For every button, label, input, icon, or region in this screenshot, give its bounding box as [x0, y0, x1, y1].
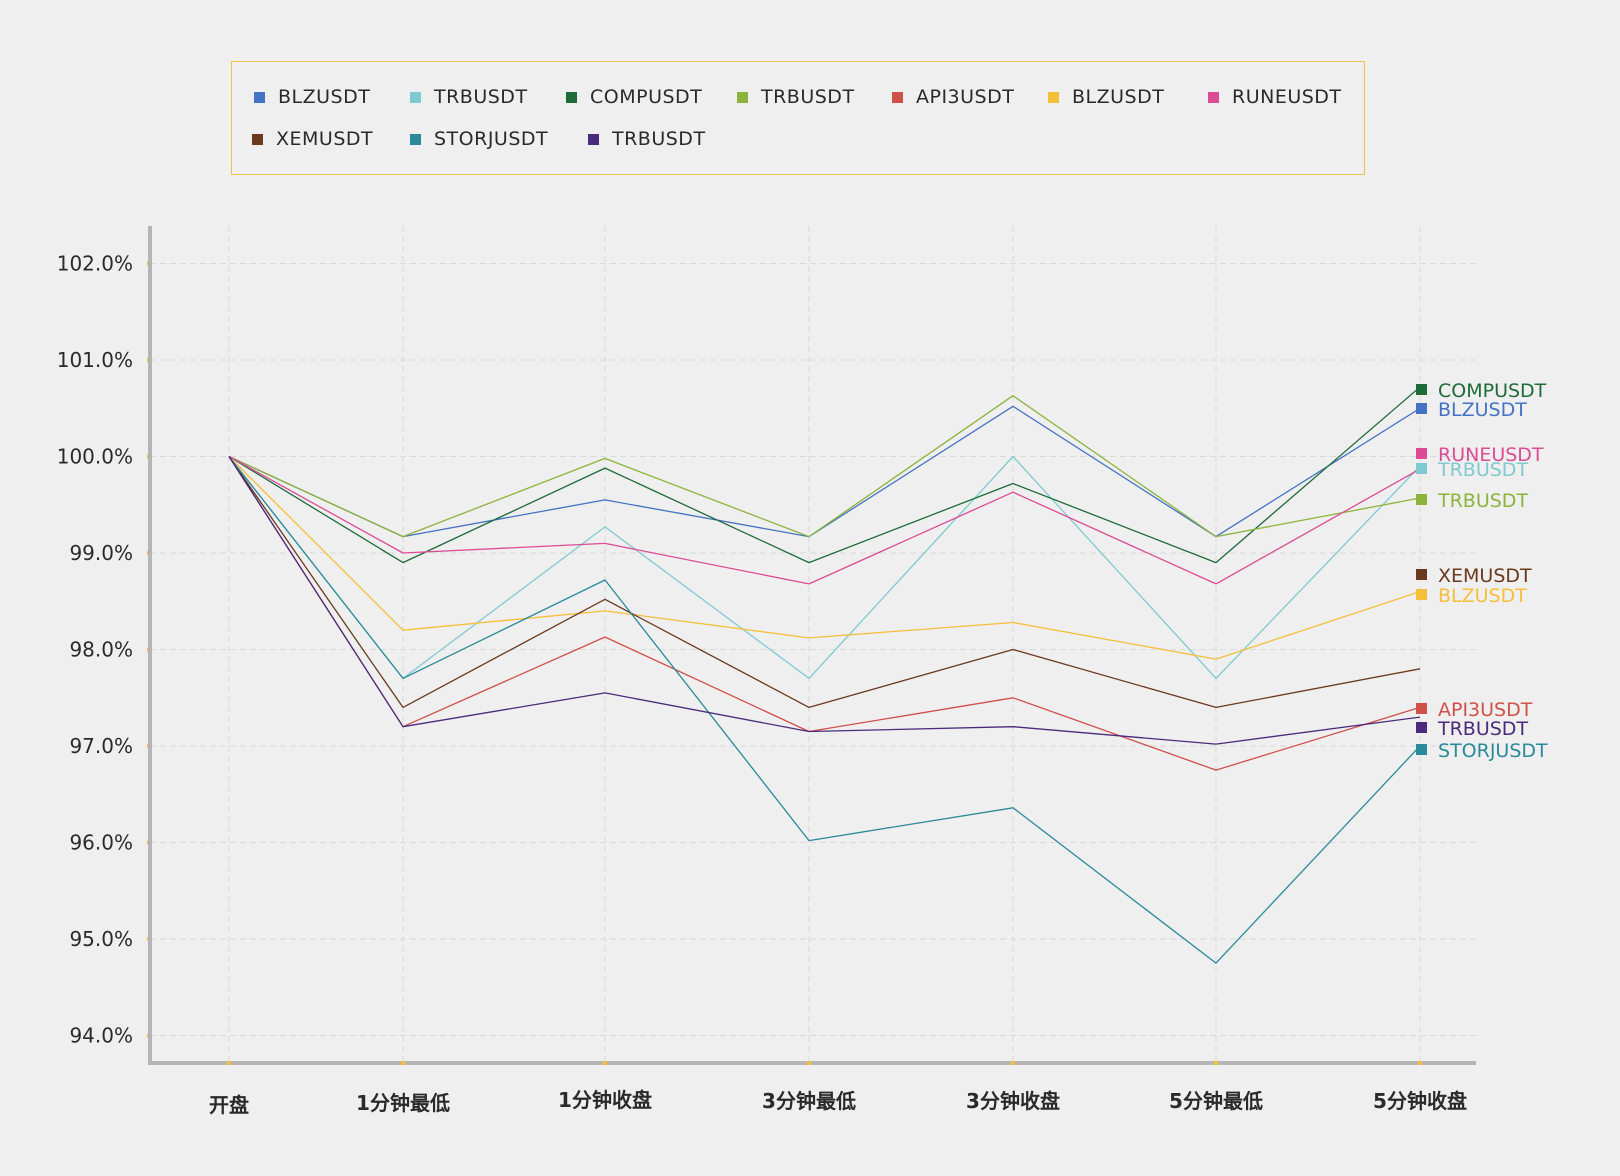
end-label: STORJUSDT [1438, 740, 1548, 762]
x-tick-label: 1分钟最低 [356, 1091, 450, 1115]
y-tick-label: 95.0% [69, 927, 133, 951]
legend-item: TRBUSDT [410, 86, 528, 108]
end-label-marker [1416, 744, 1427, 755]
x-tick-mark [1418, 1061, 1422, 1065]
x-tick-label: 5分钟收盘 [1373, 1089, 1467, 1113]
x-tick-label: 3分钟最低 [762, 1089, 856, 1113]
y-tick-label: 100.0% [57, 445, 133, 469]
legend-label: TRBUSDT [434, 86, 528, 108]
legend-label: BLZUSDT [278, 86, 371, 108]
end-label: API3USDT [1438, 699, 1533, 721]
x-tick-mark [1214, 1061, 1218, 1065]
y-tick-label: 96.0% [69, 831, 133, 855]
legend-label: TRBUSDT [761, 86, 855, 108]
end-label: RUNEUSDT [1438, 444, 1544, 466]
end-label: TRBUSDT [1437, 490, 1528, 512]
end-label: XEMUSDT [1438, 565, 1532, 587]
legend-item: RUNEUSDT [1208, 86, 1342, 108]
x-tick-label: 5分钟最低 [1169, 1089, 1263, 1113]
legend-label: RUNEUSDT [1232, 86, 1342, 108]
series-line [228, 455, 1421, 585]
legend-swatch [892, 91, 903, 103]
end-label-marker [1416, 384, 1427, 395]
series-line [228, 456, 1421, 745]
legend-swatch [566, 91, 577, 103]
x-tick-mark [807, 1061, 811, 1065]
end-label: BLZUSDT [1438, 399, 1527, 421]
legend-swatch [1048, 91, 1059, 103]
legend-label: API3USDT [916, 86, 1015, 108]
legend-item: STORJUSDT [410, 128, 548, 150]
x-tick-mark [401, 1061, 405, 1065]
legend-label: TRBUSDT [612, 128, 706, 150]
x-tick-mark [227, 1061, 231, 1065]
x-tick-label: 开盘 [209, 1093, 249, 1117]
y-tick-label: 99.0% [69, 541, 133, 565]
legend-label: XEMUSDT [276, 128, 374, 150]
series-line [228, 395, 1421, 538]
end-label: COMPUSDT [1438, 380, 1547, 402]
end-label-marker [1416, 569, 1427, 580]
legend-label: STORJUSDT [434, 128, 549, 150]
x-tick-label: 1分钟收盘 [558, 1088, 652, 1112]
end-label-marker [1416, 448, 1427, 459]
legend-swatch [410, 91, 421, 103]
series-line [228, 456, 1421, 660]
series-line [228, 405, 1421, 538]
end-label-marker [1416, 463, 1427, 474]
legend-item: API3USDT [892, 86, 1014, 108]
x-tick-mark [603, 1061, 607, 1065]
series-line [228, 386, 1421, 564]
legend-item: TRBUSDT [737, 86, 855, 108]
legend-swatch [737, 91, 748, 103]
series-line [228, 456, 1421, 964]
end-label-marker [1416, 403, 1427, 414]
legend-swatch [410, 133, 421, 145]
end-label-marker [1416, 589, 1427, 600]
y-tick-label: 94.0% [69, 1024, 133, 1048]
x-tick-mark [1011, 1061, 1015, 1065]
legend-item: BLZUSDT [1048, 86, 1164, 108]
legend-swatch [252, 133, 263, 145]
end-label-marker [1416, 494, 1427, 505]
legend-label: COMPUSDT [590, 86, 703, 108]
y-tick-label: 102.0% [57, 252, 133, 276]
y-tick-label: 97.0% [69, 734, 133, 758]
legend-item: COMPUSDT [566, 86, 702, 108]
legend-swatch [254, 91, 265, 103]
end-label: TRBUSDT [1437, 459, 1528, 481]
chart-legend: BLZUSDT TRBUSDT COMPUSDT TRBUSDT API3USD… [231, 61, 1365, 175]
legend-swatch [1208, 91, 1219, 103]
legend-swatch [588, 133, 599, 145]
x-tick-label: 3分钟收盘 [966, 1089, 1060, 1113]
y-tick-label: 101.0% [57, 348, 133, 372]
legend-label: BLZUSDT [1072, 86, 1165, 108]
legend-item: XEMUSDT [252, 128, 373, 150]
end-label: BLZUSDT [1438, 585, 1527, 607]
series-line [228, 456, 1421, 771]
end-label: TRBUSDT [1437, 718, 1528, 740]
series-line [228, 456, 1421, 709]
y-tick-label: 98.0% [69, 638, 133, 662]
series-line [228, 455, 1421, 680]
end-label-marker [1416, 703, 1427, 714]
legend-item: BLZUSDT [254, 86, 370, 108]
legend-item: TRBUSDT [588, 128, 706, 150]
end-label-marker [1416, 722, 1427, 733]
